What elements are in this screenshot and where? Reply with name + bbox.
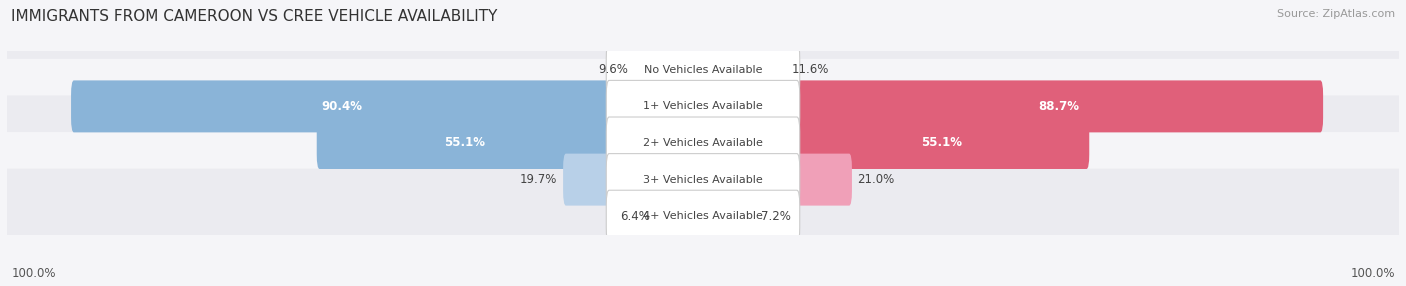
- FancyBboxPatch shape: [794, 80, 1323, 132]
- Text: 88.7%: 88.7%: [1038, 100, 1080, 113]
- FancyBboxPatch shape: [1, 132, 1405, 227]
- FancyBboxPatch shape: [316, 117, 612, 169]
- FancyBboxPatch shape: [1, 22, 1405, 117]
- Text: 7.2%: 7.2%: [762, 210, 792, 223]
- Text: 2+ Vehicles Available: 2+ Vehicles Available: [643, 138, 763, 148]
- FancyBboxPatch shape: [606, 44, 800, 96]
- Text: 21.0%: 21.0%: [858, 173, 894, 186]
- FancyBboxPatch shape: [606, 80, 800, 132]
- FancyBboxPatch shape: [72, 80, 612, 132]
- FancyBboxPatch shape: [606, 190, 800, 242]
- FancyBboxPatch shape: [1, 96, 1405, 190]
- Text: 90.4%: 90.4%: [321, 100, 361, 113]
- FancyBboxPatch shape: [606, 154, 800, 206]
- Text: 1+ Vehicles Available: 1+ Vehicles Available: [643, 102, 763, 111]
- Text: 100.0%: 100.0%: [11, 267, 56, 280]
- Text: IMMIGRANTS FROM CAMEROON VS CREE VEHICLE AVAILABILITY: IMMIGRANTS FROM CAMEROON VS CREE VEHICLE…: [11, 9, 498, 23]
- FancyBboxPatch shape: [564, 154, 612, 206]
- Text: No Vehicles Available: No Vehicles Available: [644, 65, 762, 75]
- Text: 6.4%: 6.4%: [620, 210, 650, 223]
- FancyBboxPatch shape: [794, 154, 852, 206]
- FancyBboxPatch shape: [1, 59, 1405, 154]
- Text: 55.1%: 55.1%: [921, 136, 962, 150]
- Text: 9.6%: 9.6%: [598, 63, 628, 76]
- Text: 3+ Vehicles Available: 3+ Vehicles Available: [643, 175, 763, 184]
- FancyBboxPatch shape: [794, 117, 1090, 169]
- Text: 55.1%: 55.1%: [444, 136, 485, 150]
- Text: 11.6%: 11.6%: [792, 63, 830, 76]
- Text: 19.7%: 19.7%: [520, 173, 558, 186]
- Text: Source: ZipAtlas.com: Source: ZipAtlas.com: [1277, 9, 1395, 19]
- Text: 100.0%: 100.0%: [1350, 267, 1395, 280]
- Text: 4+ Vehicles Available: 4+ Vehicles Available: [643, 211, 763, 221]
- FancyBboxPatch shape: [606, 117, 800, 169]
- FancyBboxPatch shape: [1, 169, 1405, 264]
